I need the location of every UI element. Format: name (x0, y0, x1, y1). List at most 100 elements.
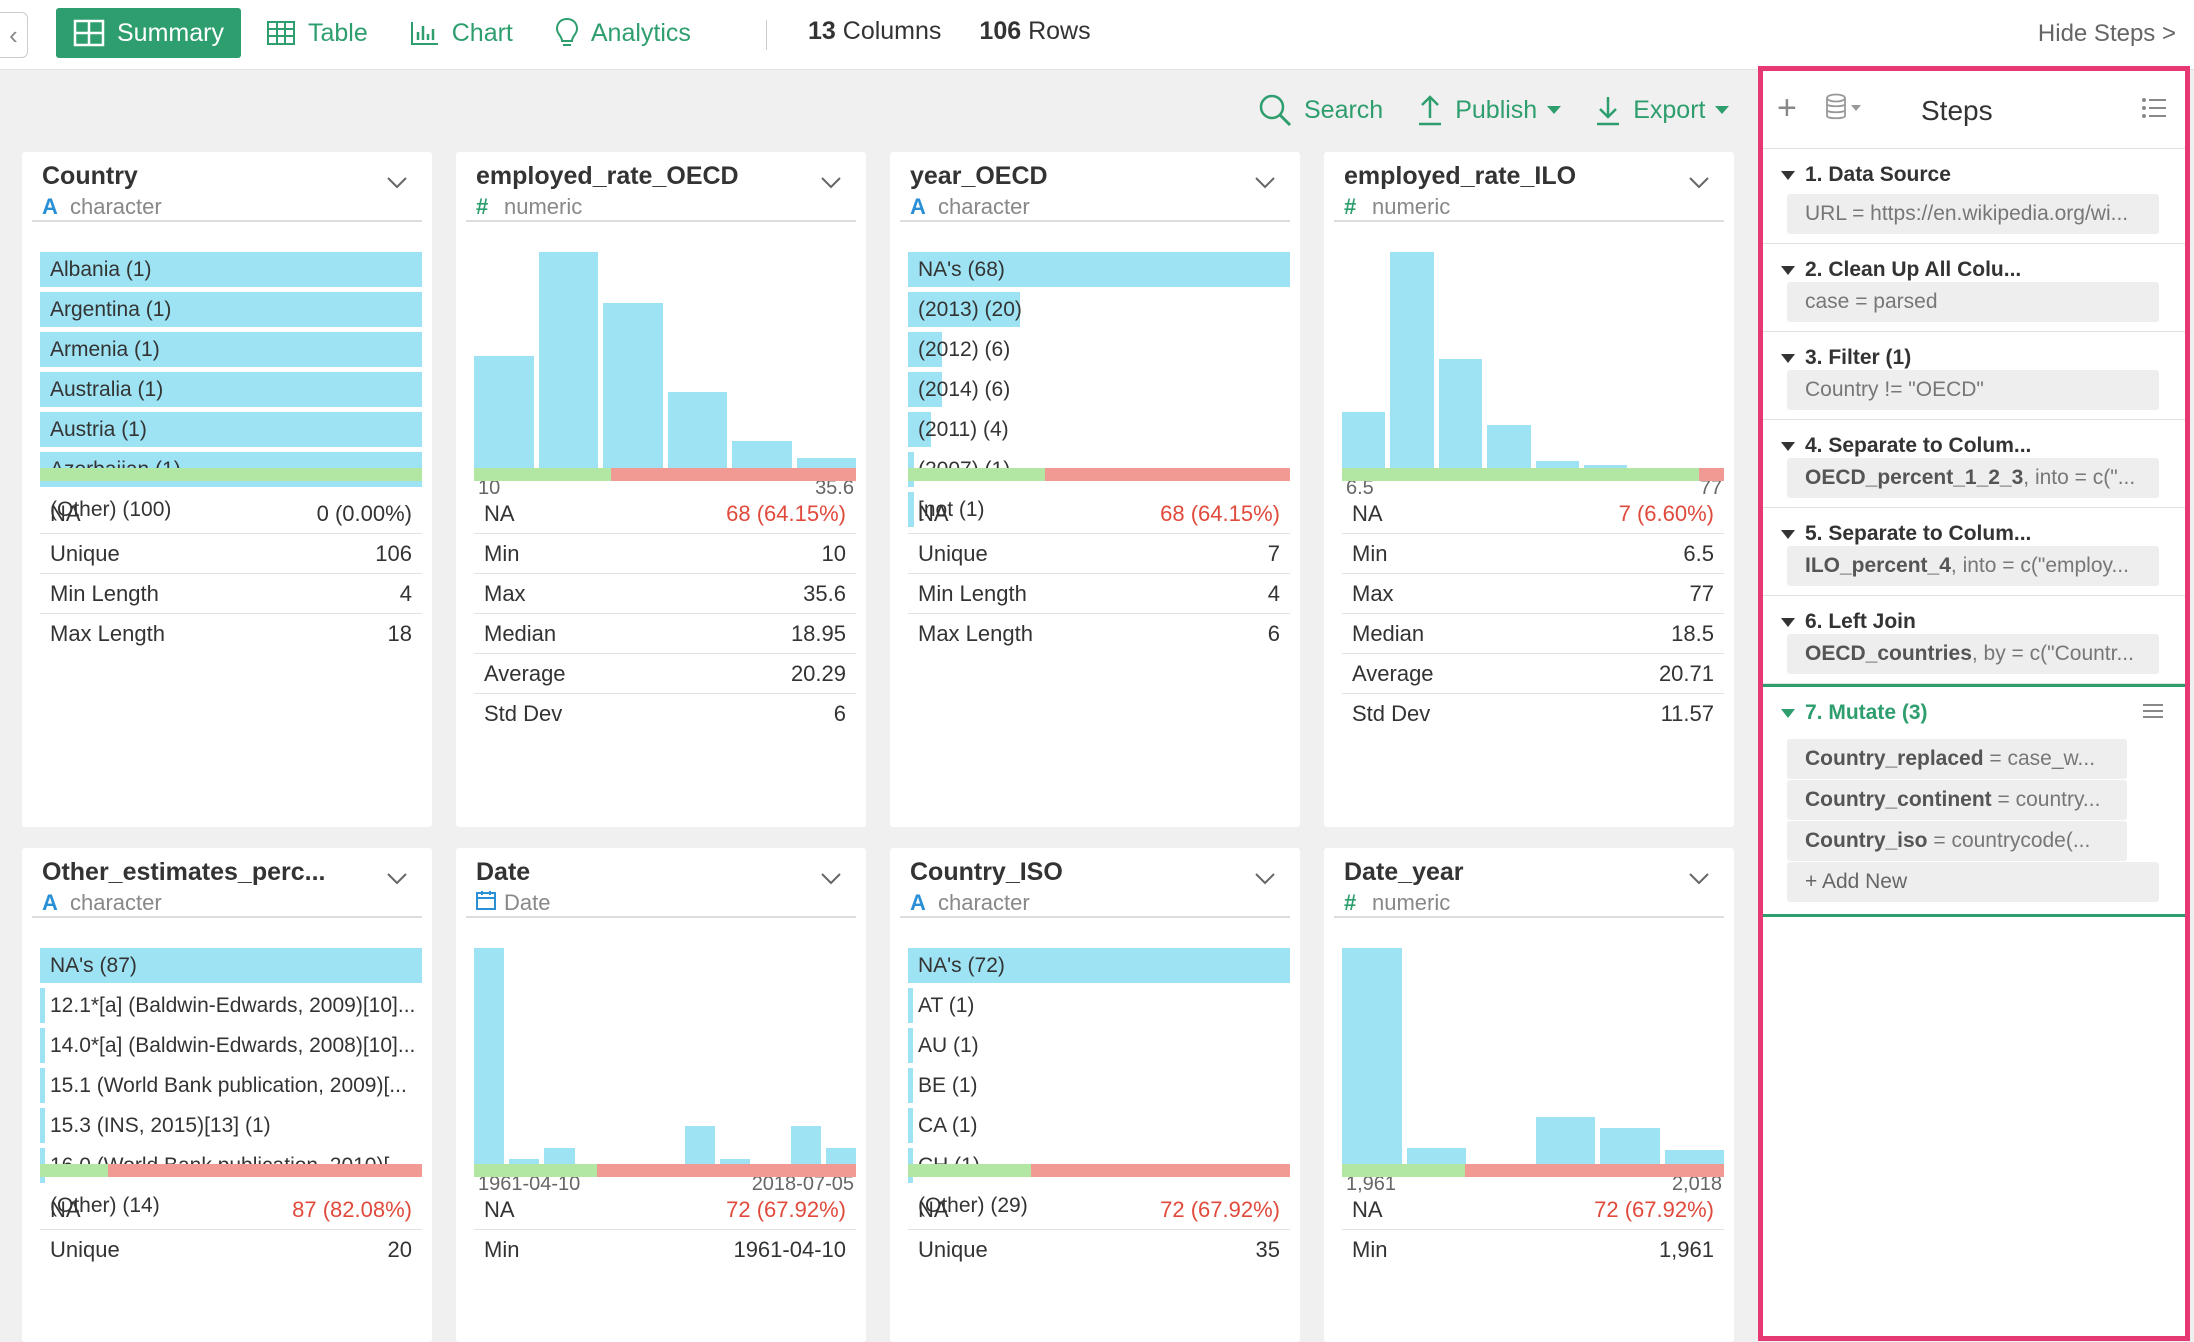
stat-row: Min 1,961 (1342, 1230, 1724, 1270)
histogram-bar[interactable] (1600, 1127, 1660, 1170)
step-parameter[interactable]: ILO_percent_4, into = c("employ... (1787, 546, 2159, 586)
step-title[interactable]: 6. Left Join (1781, 610, 1916, 634)
value-item[interactable]: (2014) (6) (918, 378, 1011, 401)
stat-row: NA 68 (64.15%) (908, 494, 1290, 534)
step-parameter[interactable]: URL = https://en.wikipedia.org/wi... (1787, 194, 2159, 234)
chevron-down-icon[interactable] (1254, 872, 1276, 891)
step-title[interactable]: 1. Data Source (1781, 163, 1951, 187)
na-ratio-valid (40, 1164, 109, 1177)
tab-chart[interactable]: Chart (393, 8, 530, 58)
value-item[interactable]: Australia (1) (50, 378, 164, 401)
value-item[interactable]: Albania (1) (50, 258, 152, 281)
add-step-icon[interactable]: + (1777, 89, 1797, 127)
add-new-button[interactable]: + Add New (1787, 862, 2159, 902)
value-item[interactable]: 14.0*[a] (Baldwin-Edwards, 2008)[10]... (50, 1034, 416, 1057)
step-parameter[interactable]: OECD_percent_1_2_3, into = c("... (1787, 458, 2159, 498)
step-title[interactable]: 5. Separate to Colum... (1781, 522, 2031, 546)
histogram-bar[interactable] (1390, 252, 1434, 474)
histogram-bar[interactable] (1342, 948, 1402, 1170)
menu-icon[interactable] (2143, 703, 2163, 724)
stat-row: NA 72 (67.92%) (1342, 1190, 1724, 1230)
export-button[interactable]: Export (1595, 94, 1730, 126)
histogram-bar[interactable] (685, 1125, 716, 1170)
step-title[interactable]: 4. Separate to Colum... (1781, 434, 2031, 458)
value-item[interactable]: Argentina (1) (50, 298, 172, 321)
chevron-down-icon[interactable] (1688, 176, 1710, 195)
histogram-bar[interactable] (1438, 358, 1483, 474)
value-item[interactable]: BE (1) (918, 1074, 978, 1097)
histogram-bar[interactable] (1342, 411, 1386, 474)
value-item[interactable]: AU (1) (918, 1034, 979, 1057)
step-title[interactable]: 7. Mutate (3) (1781, 701, 1928, 725)
list-icon[interactable] (2141, 97, 2167, 124)
upload-icon (1419, 95, 1442, 126)
value-item[interactable]: Austria (1) (50, 418, 147, 441)
step-item[interactable]: 3. Filter (1) Country != "OECD" (1763, 332, 2185, 420)
step-parameter[interactable]: Country_replaced = case_w... (1787, 739, 2127, 779)
chevron-down-icon[interactable] (1688, 872, 1710, 891)
value-item[interactable]: AT (1) (918, 994, 975, 1017)
value-item[interactable]: NA's (87) (50, 954, 137, 977)
histogram-bar[interactable] (474, 356, 534, 474)
triangle-down-icon[interactable] (1781, 265, 1795, 275)
histogram-max-label: 2,018 (1671, 1173, 1722, 1195)
value-bar (908, 988, 913, 1023)
data-source-icon[interactable] (1825, 93, 1865, 126)
histogram-bar[interactable] (603, 303, 663, 474)
step-item[interactable]: 2. Clean Up All Colu... case = parsed (1763, 244, 2185, 332)
triangle-down-icon[interactable] (1781, 441, 1795, 451)
histogram-bar[interactable] (667, 391, 727, 474)
value-item[interactable]: CA (1) (918, 1114, 978, 1137)
back-button[interactable]: ‹ (0, 12, 28, 58)
histogram-bar[interactable] (538, 252, 598, 474)
tab-summary[interactable]: Summary (56, 8, 241, 58)
triangle-down-icon[interactable] (1781, 617, 1795, 627)
value-item[interactable]: (2011) (4) (918, 418, 1009, 441)
step-title[interactable]: 3. Filter (1) (1781, 346, 1911, 370)
chevron-down-icon[interactable] (820, 872, 842, 891)
rows-count: 106 Rows (979, 17, 1091, 45)
tab-analytics[interactable]: Analytics (538, 8, 708, 58)
tab-table[interactable]: Table (249, 8, 385, 58)
chevron-down-icon[interactable] (820, 176, 842, 195)
publish-button[interactable]: Publish (1417, 94, 1562, 126)
histogram-bar[interactable] (1487, 425, 1531, 474)
step-parameter[interactable]: OECD_countries, by = c("Countr... (1787, 634, 2159, 674)
step-parameter[interactable]: Country_continent = country... (1787, 780, 2127, 820)
triangle-down-icon[interactable] (1781, 353, 1795, 363)
na-ratio-valid (474, 468, 611, 481)
value-item[interactable]: 12.1*[a] (Baldwin-Edwards, 2009)[10]... (50, 994, 416, 1017)
search-button[interactable]: Search (1258, 93, 1383, 127)
value-bar (908, 948, 1290, 983)
value-item[interactable]: NA's (72) (918, 954, 1005, 977)
histogram-bar[interactable] (790, 1125, 821, 1170)
chevron-down-icon[interactable] (386, 176, 408, 195)
value-item[interactable]: 15.1 (World Bank publication, 2009)[... (50, 1074, 407, 1097)
step-parameter[interactable]: Country_iso = countrycode(... (1787, 821, 2127, 861)
stat-label: Max Length (50, 621, 165, 646)
step-parameter[interactable]: Country != "OECD" (1787, 370, 2159, 410)
value-item[interactable]: 15.3 (INS, 2015)[13] (1) (50, 1114, 271, 1137)
triangle-down-icon[interactable] (1781, 170, 1795, 180)
value-item[interactable]: Armenia (1) (50, 338, 160, 361)
na-ratio-bar (1342, 1164, 1724, 1177)
value-item[interactable]: (2013) (20) (918, 298, 1022, 321)
step-item[interactable]: 1. Data Source URL = https://en.wikipedia… (1763, 149, 2185, 244)
stat-value: 20.71 (1658, 660, 1714, 686)
value-item[interactable]: (2012) (6) (918, 338, 1011, 361)
triangle-down-icon[interactable] (1781, 529, 1795, 539)
histogram-bar[interactable] (474, 948, 505, 1170)
step-title[interactable]: 2. Clean Up All Colu... (1781, 258, 2021, 282)
step-item[interactable]: 7. Mutate (3) Country_replaced = case_w..… (1763, 684, 2185, 917)
triangle-down-icon[interactable] (1781, 708, 1795, 718)
histogram-bar[interactable] (1535, 1116, 1595, 1170)
value-item[interactable]: NA's (68) (918, 258, 1005, 281)
step-item[interactable]: 6. Left Join OECD_countries, by = c("Coun… (1763, 596, 2185, 684)
chevron-down-icon[interactable] (386, 872, 408, 891)
step-parameter[interactable]: case = parsed (1787, 282, 2159, 322)
step-item[interactable]: 4. Separate to Colum... OECD_percent_1_2_… (1763, 420, 2185, 508)
chevron-down-icon[interactable] (1254, 176, 1276, 195)
step-item[interactable]: 5. Separate to Colum... ILO_percent_4, in… (1763, 508, 2185, 596)
hide-steps-link[interactable]: Hide Steps > (2037, 20, 2176, 47)
